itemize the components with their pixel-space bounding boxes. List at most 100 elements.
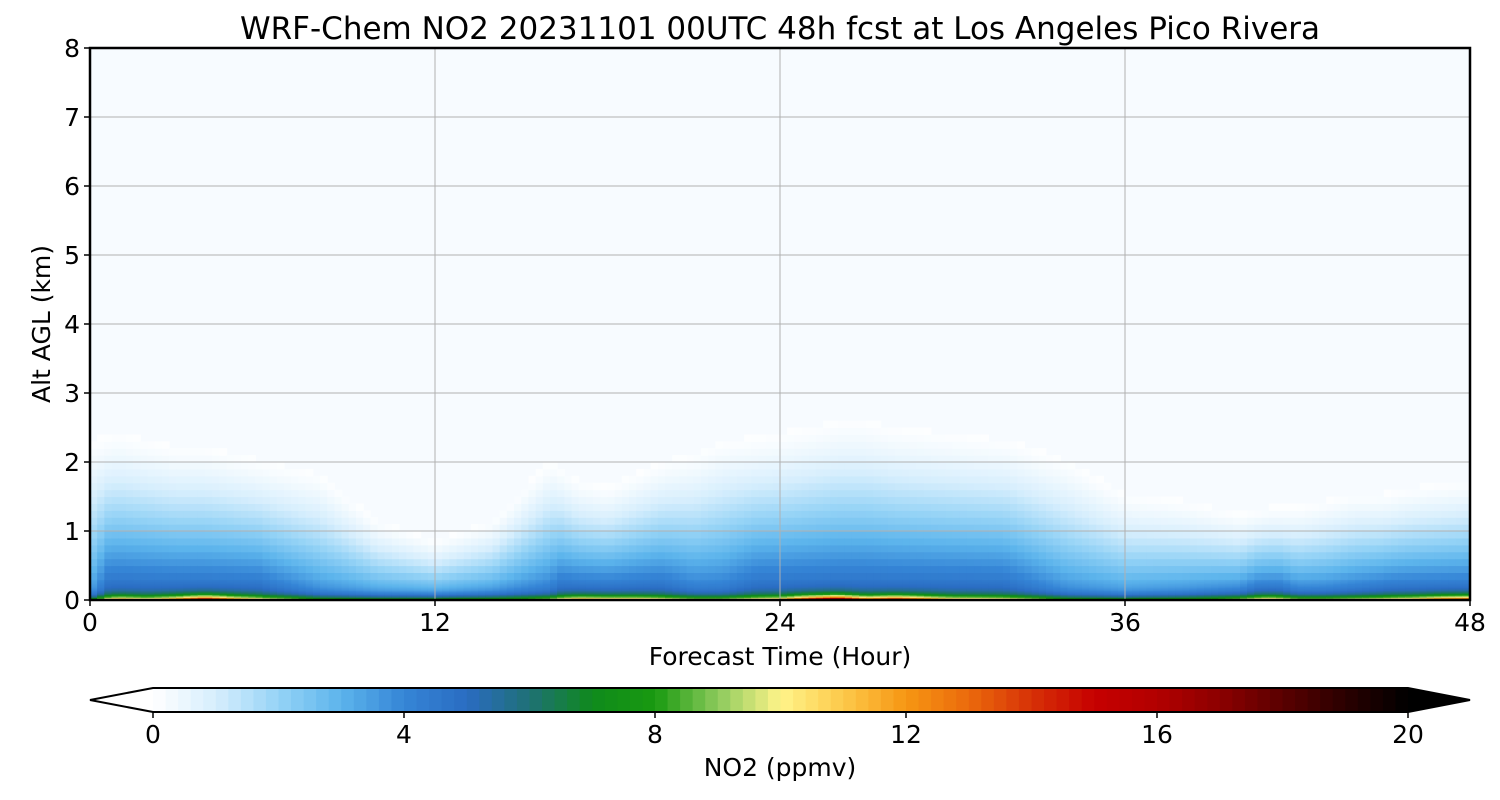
field-cell — [226, 455, 235, 463]
field-cell — [449, 537, 458, 546]
field-cell — [140, 496, 149, 504]
field-cell — [413, 594, 422, 597]
field-cell — [585, 510, 594, 518]
field-cell — [226, 572, 235, 580]
field-cell — [715, 593, 724, 596]
field-cell — [1024, 475, 1033, 484]
field-cell — [938, 595, 946, 598]
field-cell — [399, 588, 407, 591]
field-cell — [140, 593, 149, 596]
field-cell — [1153, 496, 1162, 504]
field-cell — [327, 489, 335, 498]
field-cell — [794, 475, 803, 484]
field-cell — [880, 594, 889, 597]
field-cell — [665, 510, 673, 518]
field-cell — [485, 584, 494, 587]
field-cell — [284, 558, 292, 567]
field-cell — [636, 551, 645, 560]
field-cell — [1017, 594, 1025, 597]
field-cell — [988, 583, 997, 586]
field-cell — [470, 584, 479, 587]
field-cell — [161, 441, 170, 449]
field-cell — [1089, 579, 1097, 582]
field-cell — [147, 517, 156, 525]
field-cell — [895, 462, 903, 470]
field-cell — [133, 544, 141, 553]
field-cell — [801, 544, 810, 553]
field-cell — [938, 537, 946, 546]
field-cell — [456, 588, 465, 591]
field-cell — [585, 586, 594, 589]
field-cell — [830, 448, 839, 456]
field-cell — [125, 489, 134, 498]
field-cell — [521, 510, 530, 518]
field-cell — [895, 537, 903, 546]
field-cell — [981, 594, 990, 597]
field-cell — [686, 524, 695, 532]
field-cell — [880, 583, 889, 586]
field-cell — [1045, 588, 1054, 591]
field-cell — [830, 537, 839, 546]
field-cell — [665, 558, 673, 567]
field-cell — [808, 489, 817, 498]
field-cell — [226, 468, 235, 477]
field-cell — [535, 565, 544, 573]
field-cell — [528, 489, 537, 498]
field-cell — [578, 503, 587, 511]
field-cell — [276, 594, 285, 597]
field-cell — [97, 565, 105, 573]
field-cell — [305, 587, 314, 590]
field-cell — [133, 586, 141, 589]
field-cell — [97, 510, 105, 518]
field-cell — [636, 593, 645, 596]
field-cell — [1103, 503, 1112, 511]
field-cell — [938, 510, 946, 518]
field-cell — [118, 434, 127, 442]
field-cell — [1060, 510, 1069, 518]
field-cell — [693, 586, 702, 589]
field-cell — [161, 590, 170, 593]
field-cell — [686, 588, 695, 591]
field-cell — [320, 587, 328, 590]
field-cell — [974, 537, 982, 546]
field-cell — [1175, 537, 1184, 546]
field-cell — [1017, 441, 1025, 449]
field-cell — [399, 580, 407, 583]
field-cell — [399, 565, 407, 573]
field-cell — [823, 489, 831, 498]
field-cell — [902, 594, 910, 597]
field-cell — [895, 482, 903, 491]
field-cell — [686, 591, 695, 594]
field-cell — [205, 588, 213, 591]
field-cell — [995, 594, 1004, 597]
field-cell — [916, 524, 925, 532]
field-cell — [966, 462, 975, 470]
field-cell — [636, 586, 645, 589]
field-cell — [1117, 587, 1126, 590]
field-cell — [111, 551, 120, 560]
field-cell — [1139, 496, 1148, 504]
field-cell — [104, 586, 113, 589]
field-cell — [276, 590, 285, 593]
field-cell — [205, 551, 213, 560]
field-cell — [413, 588, 422, 591]
field-cell — [125, 531, 134, 539]
field-cell — [700, 595, 709, 598]
field-cell — [305, 593, 314, 596]
field-cell — [104, 462, 113, 470]
field-cell — [327, 580, 335, 583]
field-cell — [1031, 586, 1040, 589]
field-cell — [348, 544, 357, 553]
field-cell — [887, 503, 896, 511]
field-cell — [679, 468, 688, 477]
field-cell — [801, 537, 810, 546]
field-cell — [765, 448, 774, 456]
field-cell — [952, 434, 961, 442]
field-cell — [700, 587, 709, 590]
field-cell — [169, 448, 177, 456]
field-cell — [801, 482, 810, 491]
field-cell — [535, 587, 544, 590]
field-cell — [205, 590, 213, 593]
field-cell — [190, 531, 199, 539]
field-cell — [887, 558, 896, 567]
